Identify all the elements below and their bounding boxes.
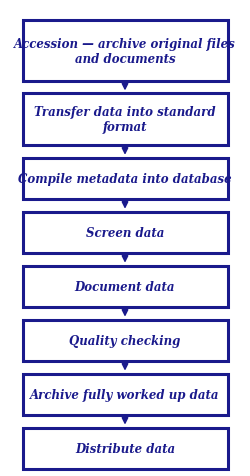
FancyBboxPatch shape — [22, 94, 228, 146]
Text: Transfer data into standard
format: Transfer data into standard format — [34, 106, 216, 134]
Text: Compile metadata into database: Compile metadata into database — [18, 172, 232, 186]
Text: Quality checking: Quality checking — [69, 334, 181, 347]
Text: Distribute data: Distribute data — [75, 442, 175, 455]
FancyBboxPatch shape — [22, 320, 228, 361]
FancyBboxPatch shape — [22, 21, 228, 81]
Text: Archive fully worked up data: Archive fully worked up data — [30, 388, 220, 401]
Text: Accession — archive original files
and documents: Accession — archive original files and d… — [14, 38, 236, 66]
FancyBboxPatch shape — [22, 427, 228, 469]
Text: Document data: Document data — [75, 280, 175, 293]
FancyBboxPatch shape — [22, 374, 228, 415]
FancyBboxPatch shape — [22, 212, 228, 253]
FancyBboxPatch shape — [22, 266, 228, 307]
FancyBboxPatch shape — [22, 159, 228, 199]
Text: Screen data: Screen data — [86, 226, 164, 239]
